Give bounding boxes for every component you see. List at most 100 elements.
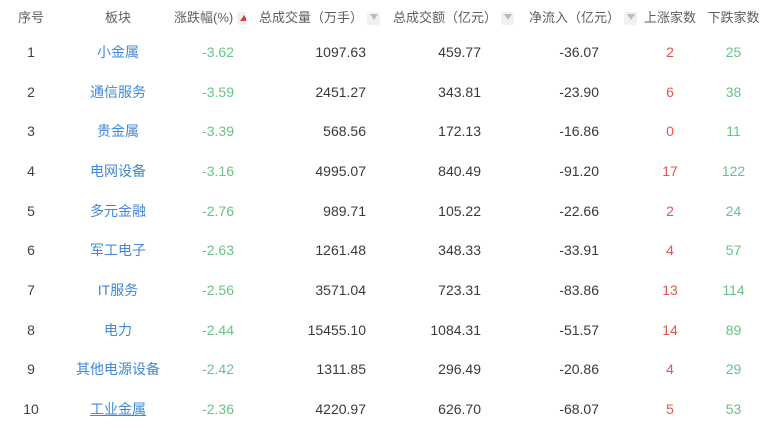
sector-cell: 通信服务	[62, 72, 174, 112]
table-row: 4 电网设备 -3.16 4995.07 840.49 -91.20 17 12…	[0, 151, 766, 191]
rank-cell: 2	[27, 83, 35, 100]
net-inflow-cell: -68.07	[559, 401, 599, 418]
sector-link[interactable]: 军工电子	[90, 242, 146, 259]
gainers-cell: 0	[666, 123, 674, 140]
header-row: 序号 板块 涨跌幅(%) 总成交量（万手） 总成交额（亿元） 净流入（亿元）	[0, 0, 766, 32]
volume-cell: 1261.48	[315, 242, 366, 259]
sort-down-icon[interactable]	[367, 11, 380, 25]
table-row: 3 贵金属 -3.39 568.56 172.13 -16.86 0 11	[0, 111, 766, 151]
col-header-rank-label: 序号	[17, 9, 44, 25]
sector-cell: 工业金属	[62, 389, 174, 429]
gainers-cell: 14	[662, 321, 678, 338]
change-cell: -3.62	[202, 43, 234, 60]
sector-link[interactable]: 电网设备	[90, 162, 146, 179]
net-inflow-cell: -20.86	[559, 361, 599, 378]
net-inflow-cell: -91.20	[559, 162, 599, 179]
rank-cell: 10	[23, 401, 39, 418]
sector-cell: 电网设备	[62, 151, 174, 191]
sector-link[interactable]: 其他电源设备	[76, 361, 160, 378]
change-cell: -2.56	[202, 281, 234, 298]
turnover-cell: 723.31	[438, 281, 481, 298]
sector-link[interactable]: IT服务	[97, 281, 139, 298]
gainers-cell: 5	[666, 401, 674, 418]
col-header-change[interactable]: 涨跌幅(%)	[174, 0, 246, 32]
volume-cell: 1311.85	[316, 361, 366, 378]
change-cell: -3.39	[202, 123, 234, 140]
rank-cell: 5	[27, 202, 35, 219]
sector-cell: 贵金属	[62, 111, 174, 151]
change-cell: -2.36	[202, 401, 234, 418]
col-header-losers-label: 下跌家数	[707, 9, 760, 25]
losers-cell: 24	[725, 202, 742, 219]
volume-cell: 15455.10	[307, 321, 366, 338]
losers-cell: 38	[725, 83, 742, 100]
col-header-sector: 板块	[62, 0, 174, 32]
change-cell: -3.59	[202, 83, 234, 100]
sort-down-icon[interactable]	[501, 11, 514, 25]
net-inflow-cell: -83.86	[559, 281, 599, 298]
gainers-cell: 13	[662, 281, 678, 298]
sector-link[interactable]: 通信服务	[90, 83, 146, 100]
sector-link[interactable]: 工业金属	[90, 401, 146, 418]
rank-cell: 6	[27, 242, 35, 259]
rank-cell: 4	[27, 162, 35, 179]
net-inflow-cell: -23.90	[559, 83, 599, 100]
volume-cell: 4220.97	[315, 401, 366, 418]
col-header-netinflow-label[interactable]: 净流入（亿元）	[528, 9, 620, 25]
turnover-cell: 840.49	[438, 162, 481, 179]
turnover-cell: 459.77	[438, 43, 481, 60]
gainers-cell: 2	[666, 43, 674, 60]
net-inflow-cell: -51.57	[559, 321, 599, 338]
table-row: 2 通信服务 -3.59 2451.27 343.81 -23.90 6 38	[0, 72, 766, 112]
sector-cell: 其他电源设备	[62, 350, 174, 390]
table-row: 7 IT服务 -2.56 3571.04 723.31 -83.86 13 11…	[0, 270, 766, 310]
losers-cell: 29	[725, 361, 742, 378]
gainers-cell: 17	[662, 162, 678, 179]
sector-link[interactable]: 电力	[104, 321, 132, 338]
gainers-cell: 2	[666, 202, 674, 219]
net-inflow-cell: -22.66	[559, 202, 599, 219]
rank-cell: 8	[27, 321, 35, 338]
volume-cell: 2451.27	[315, 83, 366, 100]
sort-down-icon[interactable]	[624, 11, 637, 25]
sector-cell: 小金属	[62, 32, 174, 72]
table-row: 1 小金属 -3.62 1097.63 459.77 -36.07 2 25	[0, 32, 766, 72]
sector-link[interactable]: 小金属	[97, 43, 139, 60]
volume-cell: 989.71	[323, 202, 366, 219]
sector-link[interactable]: 贵金属	[97, 123, 139, 140]
col-header-netinflow[interactable]: 净流入（亿元）	[516, 0, 639, 32]
losers-cell: 89	[725, 321, 742, 338]
table-row: 8 电力 -2.44 15455.10 1084.31 -51.57 14 89	[0, 310, 766, 350]
net-inflow-cell: -16.86	[559, 123, 599, 140]
col-header-gainers-label: 上涨家数	[643, 9, 696, 25]
net-inflow-cell: -36.07	[559, 43, 599, 60]
rank-cell: 1	[27, 43, 35, 60]
col-header-turnover[interactable]: 总成交额（亿元）	[382, 0, 516, 32]
sector-cell: 电力	[62, 310, 174, 350]
table-row: 10 工业金属 -2.36 4220.97 626.70 -68.07 5 53	[0, 389, 766, 429]
col-header-turnover-label[interactable]: 总成交额（亿元）	[392, 9, 497, 25]
sector-link[interactable]: 多元金融	[90, 202, 146, 219]
col-header-volume-label[interactable]: 总成交量（万手）	[258, 9, 363, 25]
col-header-change-label[interactable]: 涨跌幅(%)	[174, 9, 234, 25]
volume-cell: 1097.63	[315, 43, 366, 60]
col-header-volume[interactable]: 总成交量（万手）	[246, 0, 382, 32]
losers-cell: 114	[722, 281, 745, 298]
change-cell: -2.42	[202, 361, 234, 378]
losers-cell: 57	[725, 242, 742, 259]
turnover-cell: 343.81	[438, 83, 481, 100]
volume-cell: 3571.04	[315, 281, 366, 298]
table-row: 5 多元金融 -2.76 989.71 105.22 -22.66 2 24	[0, 191, 766, 231]
turnover-cell: 172.13	[438, 123, 481, 140]
col-header-rank: 序号	[0, 0, 62, 32]
table-row: 6 军工电子 -2.63 1261.48 348.33 -33.91 4 57	[0, 230, 766, 270]
col-header-gainers: 上涨家数	[639, 0, 701, 32]
volume-cell: 4995.07	[315, 162, 366, 179]
volume-cell: 568.56	[323, 123, 366, 140]
change-cell: -2.44	[202, 321, 234, 338]
gainers-cell: 6	[666, 83, 674, 100]
sort-ascending-icon[interactable]	[237, 11, 246, 25]
change-cell: -2.63	[202, 242, 234, 259]
